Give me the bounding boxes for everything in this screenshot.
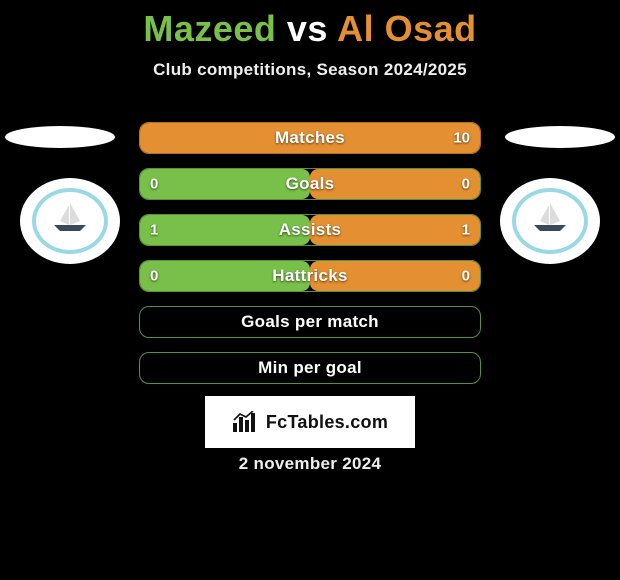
stat-value-right: 10: [453, 130, 470, 147]
title-vs: vs: [276, 8, 337, 49]
stat-value-right: 0: [462, 176, 470, 193]
title-left: Mazeed: [143, 8, 276, 49]
stat-label: Goals per match: [241, 312, 379, 332]
stat-row-matches: Matches 10: [139, 122, 481, 154]
stat-row-goals-per-match: Goals per match: [139, 306, 481, 338]
title-right: Al Osad: [337, 8, 477, 49]
stat-value-left: 1: [150, 222, 158, 239]
stat-label: Goals: [286, 174, 335, 194]
stat-value-left: 0: [150, 176, 158, 193]
stat-value-left: 0: [150, 268, 158, 285]
stat-value-right: 1: [462, 222, 470, 239]
club-badge-left: [20, 178, 120, 264]
footer-date: 2 november 2024: [239, 454, 381, 474]
stat-row-goals: 0 Goals 0: [139, 168, 481, 200]
subtitle: Club competitions, Season 2024/2025: [0, 60, 620, 80]
stat-value-right: 0: [462, 268, 470, 285]
club-badge-right: [500, 178, 600, 264]
stat-label: Assists: [279, 220, 342, 240]
stat-label: Min per goal: [258, 358, 362, 378]
bar-chart-icon: [232, 411, 260, 433]
page-title: Mazeed vs Al Osad: [0, 0, 620, 50]
brand-text: FcTables.com: [266, 412, 388, 433]
stat-row-hattricks: 0 Hattricks 0: [139, 260, 481, 292]
stat-label: Matches: [275, 128, 345, 148]
brand-box[interactable]: FcTables.com: [205, 396, 415, 448]
stat-fill-right: [310, 169, 480, 199]
stat-fill-left: [140, 169, 310, 199]
boat-icon: [50, 201, 90, 233]
boat-icon: [530, 201, 570, 233]
player-right-silhouette: [505, 126, 615, 148]
player-left-silhouette: [5, 126, 115, 148]
stats-panel: Matches 10 0 Goals 0 1 Assists 1 0 Hattr…: [139, 122, 481, 398]
stat-row-min-per-goal: Min per goal: [139, 352, 481, 384]
stat-row-assists: 1 Assists 1: [139, 214, 481, 246]
stat-label: Hattricks: [272, 266, 347, 286]
